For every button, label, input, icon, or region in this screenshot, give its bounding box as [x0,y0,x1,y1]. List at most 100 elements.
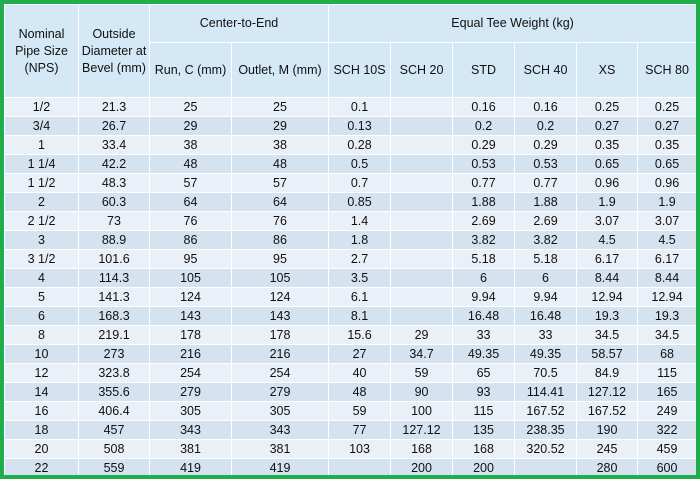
cell-sch40: 0.16 [514,97,578,117]
cell-outside-diameter: 33.4 [78,135,150,155]
cell-sch20 [390,268,454,288]
cell-xs: 280 [576,458,639,475]
cell-outlet: 419 [230,458,330,475]
cell-sch40: 0.2 [514,116,578,136]
cell-sch40: 6 [514,268,578,288]
cell-nps: 12 [4,363,79,383]
cell-outside-diameter: 48.3 [78,173,150,193]
cell-outside-diameter: 60.3 [78,192,150,212]
cell-std: 5.18 [452,249,516,269]
table-row: 16 406.4 305 305 59 100 115 167.52 167.52 249 [4,401,696,421]
cell-nps: 3 1/2 [4,249,79,269]
cell-sch20 [390,135,454,155]
cell-sch80: 3.07 [637,211,696,231]
cell-sch40: 320.52 [514,439,578,459]
cell-sch20 [390,211,454,231]
cell-outside-diameter: 406.4 [78,401,150,421]
cell-outside-diameter: 42.2 [78,154,150,174]
cell-nps: 1 1/4 [4,154,79,174]
cell-xs: 190 [576,420,639,440]
cell-sch80: 0.96 [637,173,696,193]
cell-outlet: 124 [230,287,330,307]
cell-sch20 [390,192,454,212]
cell-std: 200 [452,458,516,475]
cell-xs: 0.65 [576,154,639,174]
cell-sch80: 12.94 [637,287,696,307]
cell-run: 64 [149,192,232,212]
cell-run: 419 [149,458,232,475]
header-run: Run, C (mm) [149,42,232,98]
cell-std: 115 [452,401,516,421]
cell-xs: 12.94 [576,287,639,307]
cell-std: 16.48 [452,306,516,326]
cell-std: 93 [452,382,516,402]
cell-sch20 [390,306,454,326]
cell-std: 135 [452,420,516,440]
table-body: 1/2 21.3 25 25 0.1 0.16 0.16 0.25 0.25 3/4 26.7 29 2… [4,97,696,475]
cell-run: 124 [149,287,232,307]
cell-sch80: 68 [637,344,696,364]
cell-sch10s [328,458,392,475]
cell-nps: 5 [4,287,79,307]
cell-outside-diameter: 21.3 [78,97,150,117]
cell-nps: 18 [4,420,79,440]
cell-sch80: 34.5 [637,325,696,345]
cell-sch20: 59 [390,363,454,383]
cell-sch10s: 27 [328,344,392,364]
cell-sch40: 49.35 [514,344,578,364]
cell-run: 86 [149,230,232,250]
cell-outside-diameter: 273 [78,344,150,364]
cell-std: 168 [452,439,516,459]
cell-nps: 8 [4,325,79,345]
cell-nps: 16 [4,401,79,421]
header-sch80: SCH 80 [637,42,696,98]
cell-nps: 3 [4,230,79,250]
cell-sch40: 3.82 [514,230,578,250]
cell-std: 6 [452,268,516,288]
cell-run: 25 [149,97,232,117]
cell-xs: 58.57 [576,344,639,364]
cell-outside-diameter: 355.6 [78,382,150,402]
cell-sch10s: 3.5 [328,268,392,288]
cell-outside-diameter: 559 [78,458,150,475]
cell-sch10s: 1.8 [328,230,392,250]
cell-run: 178 [149,325,232,345]
cell-sch40: 33 [514,325,578,345]
cell-std: 33 [452,325,516,345]
cell-outside-diameter: 168.3 [78,306,150,326]
cell-nps: 2 [4,192,79,212]
cell-sch20: 127.12 [390,420,454,440]
cell-sch40: 0.77 [514,173,578,193]
cell-std: 0.29 [452,135,516,155]
cell-sch10s: 0.1 [328,97,392,117]
cell-sch80: 115 [637,363,696,383]
table-row: 4 114.3 105 105 3.5 6 6 8.44 8.44 [4,268,696,288]
cell-std: 65 [452,363,516,383]
table-row: 1 1/2 48.3 57 57 0.7 0.77 0.77 0.96 0.96 [4,173,696,193]
cell-sch40: 167.52 [514,401,578,421]
header-outlet: Outlet, M (mm) [230,42,330,98]
cell-run: 38 [149,135,232,155]
cell-std: 1.88 [452,192,516,212]
cell-outside-diameter: 457 [78,420,150,440]
cell-sch80: 249 [637,401,696,421]
cell-sch80: 6.17 [637,249,696,269]
cell-std: 2.69 [452,211,516,231]
cell-std: 0.77 [452,173,516,193]
header-std: STD [452,42,516,98]
cell-sch80: 0.25 [637,97,696,117]
cell-sch20 [390,287,454,307]
cell-outlet: 305 [230,401,330,421]
cell-nps: 10 [4,344,79,364]
cell-outlet: 57 [230,173,330,193]
cell-outside-diameter: 88.9 [78,230,150,250]
cell-run: 29 [149,116,232,136]
cell-outside-diameter: 508 [78,439,150,459]
cell-nps: 1 [4,135,79,155]
cell-sch10s: 0.7 [328,173,392,193]
cell-outlet: 48 [230,154,330,174]
cell-sch10s: 1.4 [328,211,392,231]
cell-sch40: 2.69 [514,211,578,231]
header-outside-diameter: Outside Diameter at Bevel (mm) [78,4,150,98]
cell-nps: 22 [4,458,79,475]
